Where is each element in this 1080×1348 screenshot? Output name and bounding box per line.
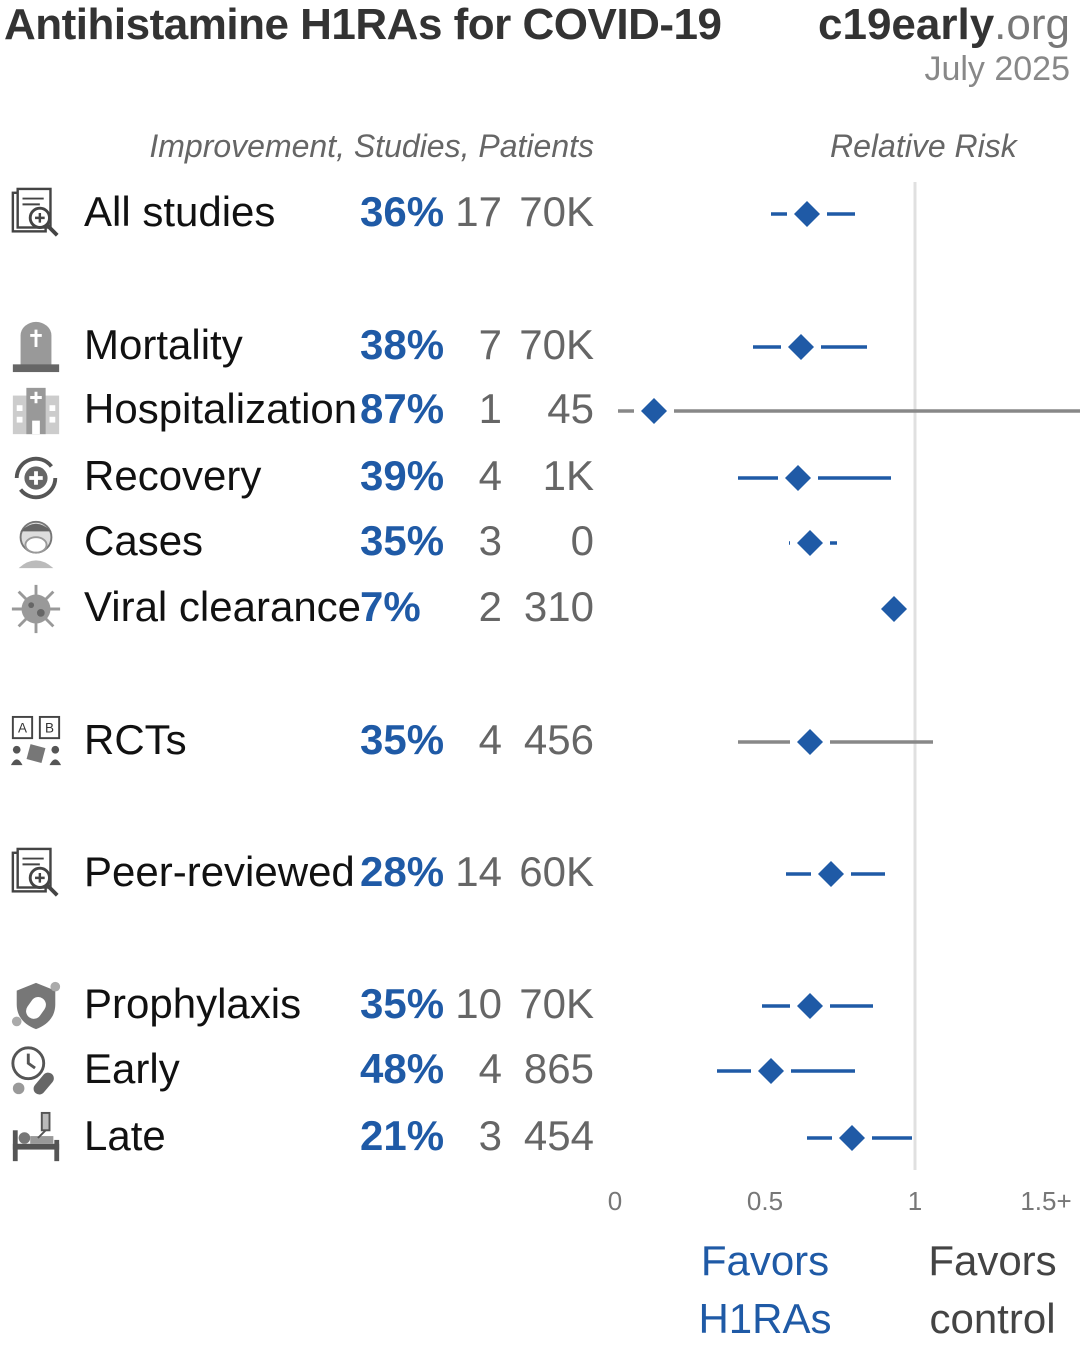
x-tick-label: 0 [608,1186,622,1216]
hospital-bed-icon [12,1111,60,1162]
row-label: Cases [84,517,204,564]
sneezing-person-icon [18,520,54,569]
row-patients-count: 456 [523,716,594,763]
tombstone-icon [12,321,60,373]
row-patients-count: 310 [523,583,594,630]
row-improvement: 87% [360,385,445,432]
outcome-row[interactable]: A B RCTs 35% 4 456 [0,712,620,772]
recovery-icon [14,456,58,500]
row-studies-count: 4 [478,452,502,499]
effect-diamond [758,1058,784,1084]
outcome-row[interactable]: All studies 36% 17 70K [0,184,620,244]
row-label: Hospitalization [84,385,358,432]
outcome-row[interactable]: Hospitalization 87% 1 45 [0,381,620,441]
clock-pill-icon [11,1046,54,1095]
row-improvement: 48% [360,1045,445,1092]
row-studies-count: 4 [478,1045,502,1092]
brand-domain: .org [994,0,1070,49]
row-improvement: 35% [360,980,445,1027]
row-patients-count: 70K [519,321,594,368]
effect-diamond [641,398,667,424]
effect-diamond [881,596,907,622]
favors-control-label: Favors control [915,1232,1070,1348]
row-studies-count: 14 [455,848,502,895]
outcome-row[interactable]: Prophylaxis 35% 10 70K [0,976,620,1036]
row-patients-count: 1K [542,452,594,499]
row-studies-count: 1 [478,385,502,432]
x-tick-label: 0.5 [747,1186,783,1216]
row-patients-count: 60K [519,848,594,895]
row-label: Recovery [84,452,262,499]
effect-diamond [794,201,820,227]
row-label: Viral clearance [84,583,362,630]
row-label: Prophylaxis [84,980,302,1027]
svg-text:A: A [18,720,27,735]
effect-diamond [788,334,814,360]
row-label: Early [84,1045,180,1092]
row-patients-count: 454 [523,1112,594,1159]
effect-diamond [818,861,844,887]
column-header-right: Relative Risk [830,128,1017,164]
outcome-row[interactable]: Mortality 38% 7 70K [0,317,620,377]
row-label: Mortality [84,321,243,368]
outcome-row[interactable]: Recovery 39% 4 1K [0,448,620,508]
row-improvement: 21% [360,1112,445,1159]
outcome-row[interactable]: Early 48% 4 865 [0,1041,620,1101]
row-improvement: 35% [360,716,445,763]
row-studies-count: 17 [455,188,502,235]
row-label: All studies [84,188,276,235]
row-patients-count: 865 [523,1045,594,1092]
row-improvement: 35% [360,517,445,564]
row-improvement: 38% [360,321,445,368]
document-search-icon [11,187,59,237]
virus-icon [11,584,61,634]
favors-control-line2: control [929,1295,1056,1342]
row-studies-count: 10 [455,980,502,1027]
effect-diamond [839,1125,865,1151]
row-patients-count: 45 [547,385,594,432]
publication-date: July 2025 [924,50,1070,88]
outcome-row[interactable]: Peer-reviewed 28% 14 60K [0,844,620,904]
document-search-icon [11,847,59,897]
row-improvement: 28% [360,848,445,895]
row-improvement: 7% [360,583,421,630]
row-studies-count: 2 [478,583,502,630]
effect-diamond [797,729,823,755]
row-studies-count: 4 [478,716,502,763]
favors-treatment-line1: Favors [700,1237,830,1284]
favors-treatment-line2: H1RAs [698,1295,832,1342]
row-improvement: 36% [360,188,445,235]
x-tick-label: 1.5+ [1020,1186,1071,1216]
row-patients-count: 70K [519,188,594,235]
favors-control-line1: Favors [928,1237,1057,1284]
outcome-row[interactable]: Late 21% 3 454 [0,1108,620,1168]
row-studies-count: 3 [478,1112,502,1159]
chart-title: Antihistamine H1RAs for COVID-19 [4,0,722,49]
outcome-row[interactable]: Cases 35% 3 0 [0,513,620,573]
row-patients-count: 70K [519,980,594,1027]
row-studies-count: 3 [478,517,502,564]
row-label: Late [84,1112,166,1159]
favors-treatment-label: Favors H1RAs [690,1232,840,1348]
row-label: Peer-reviewed [84,848,355,895]
outcome-row[interactable]: Viral clearance 7% 2 310 [0,579,620,639]
effect-diamond [785,465,811,491]
row-label: RCTs [84,716,187,763]
row-patients-count: 0 [570,517,594,564]
brand-logo-text[interactable]: c19early.org [818,0,1070,50]
row-improvement: 39% [360,452,445,499]
x-tick-label: 1 [908,1186,922,1216]
brand-name: c19early [818,0,995,49]
svg-text:B: B [45,720,54,735]
column-header-left: Improvement, Studies, Patients [149,128,594,164]
effect-diamond [797,993,823,1019]
row-studies-count: 7 [478,321,502,368]
shield-icon [11,981,61,1030]
effect-diamond [797,530,823,556]
hospital-icon [12,387,60,435]
